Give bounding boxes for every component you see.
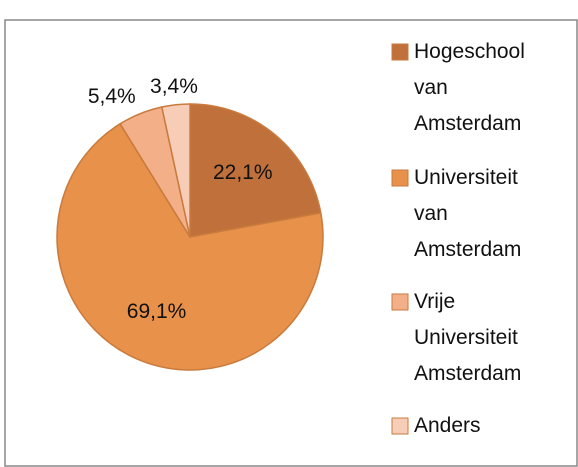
legend-swatch — [391, 169, 409, 187]
legend-label: Hogeschool van Amsterdam — [414, 40, 525, 135]
data-label: 22,1% — [213, 161, 273, 184]
data-label: 69,1% — [127, 300, 187, 323]
pie-slice — [189, 103, 322, 238]
legend-swatch — [391, 293, 409, 311]
legend-label: Anders — [414, 414, 481, 437]
legend-swatch — [391, 43, 409, 61]
pie-slice — [56, 122, 324, 371]
legend-swatch — [391, 417, 409, 435]
legend-label: Universiteit van Amsterdam — [414, 166, 521, 261]
legend-label: Vrije Universiteit Amsterdam — [414, 290, 521, 385]
data-label: 5,4% — [88, 85, 136, 108]
pie-slice — [160, 103, 191, 238]
data-label: 3,4% — [150, 75, 198, 98]
